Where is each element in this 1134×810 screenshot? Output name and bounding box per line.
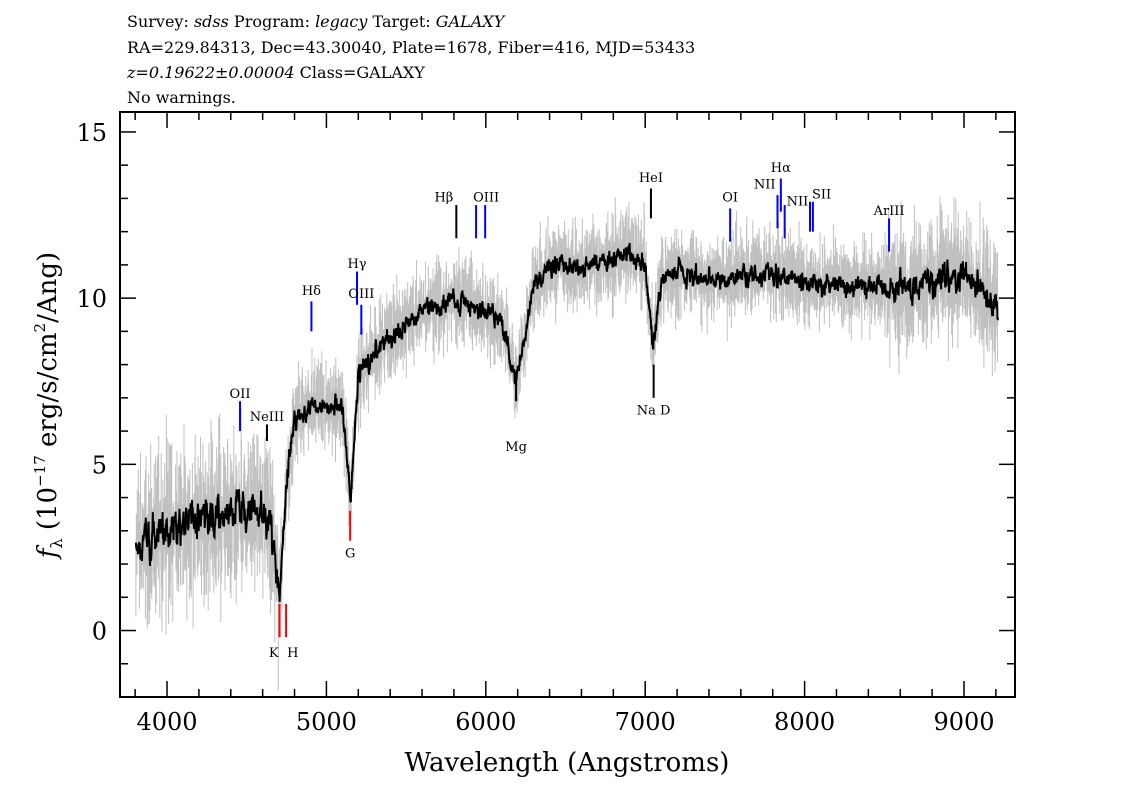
- flux-line: [134, 242, 1000, 603]
- header-line-1: Survey: sdss Program: legacy Target: GAL…: [127, 12, 506, 31]
- y-tick-label: 0: [92, 618, 107, 646]
- header: Survey: sdss Program: legacy Target: GAL…: [126, 12, 695, 107]
- x-axis-label: Wavelength (Angstroms): [405, 748, 730, 778]
- y-tick-label: 5: [92, 451, 107, 479]
- line-marker-label: OIII: [473, 191, 499, 206]
- line-marker-label: Na D: [637, 403, 671, 418]
- x-tick-label: 7000: [615, 708, 676, 736]
- line-marker-label: ArIII: [873, 204, 905, 219]
- line-marker-label: NII: [787, 195, 809, 210]
- line-marker-label: Hδ: [302, 284, 321, 299]
- x-tick-label: 8000: [774, 708, 835, 736]
- line-marker-label: OI: [722, 191, 738, 206]
- flux-spectrum: [134, 242, 1000, 603]
- header-line-2: RA=229.84313, Dec=43.30040, Plate=1678, …: [127, 38, 695, 57]
- line-marker-label: Mg: [505, 440, 527, 455]
- plot-frame: [119, 111, 1016, 698]
- line-marker-label: Hγ: [347, 257, 366, 272]
- line-marker-label: OIII: [348, 287, 374, 302]
- axis-ticks: 4000 5000 6000 7000 8000 9000 0 5 10 15: [76, 112, 1015, 736]
- y-tick-label: 15: [76, 119, 107, 147]
- line-marker-label: K: [269, 646, 279, 661]
- x-tick-label: 6000: [455, 708, 516, 736]
- x-tick-label: 4000: [136, 708, 197, 736]
- header-line-3: z=0.19622±0.00004 Class=GALAXY: [126, 63, 425, 82]
- y-tick-label: 10: [76, 285, 107, 313]
- line-marker-label: G: [345, 546, 355, 561]
- line-marker-label: Hβ: [434, 191, 453, 206]
- line-marker-label: H: [287, 646, 298, 661]
- header-line-4: No warnings.: [127, 88, 236, 107]
- line-marker-label: NeIII: [250, 410, 284, 425]
- x-tick-label: 5000: [296, 708, 357, 736]
- line-marker-label: NII: [754, 177, 776, 192]
- line-marker-label: SII: [812, 187, 831, 202]
- line-marker-label: Hα: [771, 161, 791, 176]
- line-marker-label: HeI: [639, 171, 663, 186]
- x-tick-label: 9000: [933, 708, 994, 736]
- line-marker-label: OII: [230, 387, 251, 402]
- y-axis-label: fλ (10−17 erg/s/cm2/Ang): [31, 252, 66, 560]
